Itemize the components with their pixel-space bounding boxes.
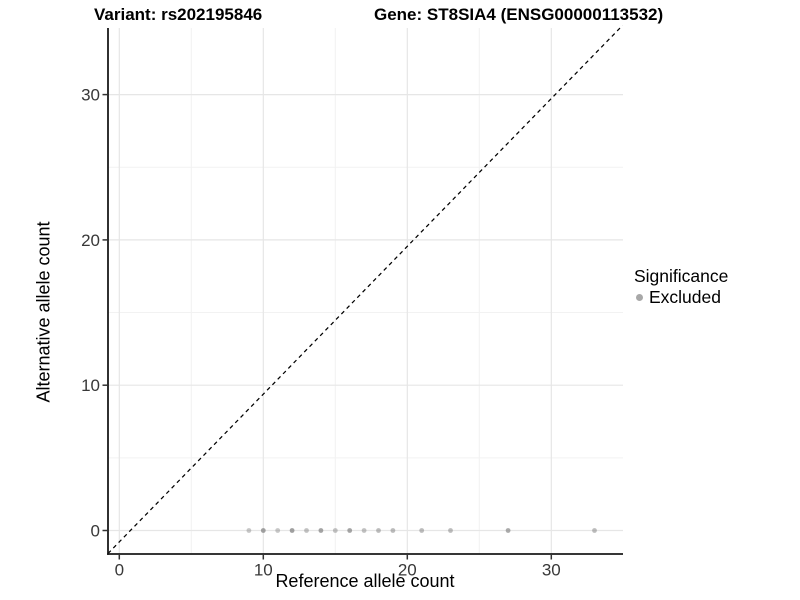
data-point <box>505 528 511 533</box>
legend-item-label: Excluded <box>649 287 721 307</box>
tick-labels: 0 10 20 30 0 10 20 30 <box>81 86 561 580</box>
data-point <box>332 528 338 533</box>
legend-point-icon <box>636 294 643 301</box>
axis-lines <box>107 28 623 555</box>
gridlines-minor <box>108 28 623 554</box>
x-tick-label: 0 <box>115 561 124 580</box>
data-point <box>304 528 309 533</box>
data-point <box>289 528 295 533</box>
legend-item-excluded: Excluded <box>634 287 728 308</box>
identity-line <box>107 25 623 554</box>
variant-title: Variant: rs202195846 <box>94 5 263 24</box>
y-tick-label: 10 <box>81 376 100 395</box>
y-tick-label: 20 <box>81 231 100 250</box>
data-point <box>318 528 324 533</box>
data-point <box>361 528 367 533</box>
data-point <box>592 528 597 533</box>
y-tick-label: 0 <box>91 522 100 541</box>
x-tick-label: 30 <box>542 561 561 580</box>
gene-title: Gene: ST8SIA4 (ENSG00000113532) <box>374 5 664 24</box>
data-point <box>347 528 353 533</box>
data-point <box>448 528 453 533</box>
data-point <box>390 528 396 533</box>
y-tick-label: 30 <box>81 86 100 105</box>
axis-ticks <box>102 93 553 560</box>
legend-title: Significance <box>634 266 729 286</box>
data-point <box>419 528 425 533</box>
x-tick-label: 20 <box>398 561 417 580</box>
gridlines-major <box>108 28 623 554</box>
data-point <box>260 528 266 533</box>
legend: Significance Excluded <box>634 266 728 308</box>
x-tick-label: 10 <box>254 561 273 580</box>
y-axis-title: Alternative allele count <box>33 221 54 403</box>
data-points <box>246 528 597 533</box>
data-point <box>275 528 281 533</box>
data-point <box>376 528 381 533</box>
data-point <box>246 528 252 533</box>
identity-dashed-line <box>107 25 623 554</box>
x-axis-title: Reference allele count <box>275 571 455 591</box>
